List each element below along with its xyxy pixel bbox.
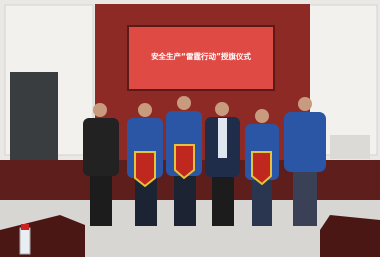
photo: 安全生产“雷霆行动”授旗仪式 (0, 0, 380, 257)
screen-title: 安全生产“雷霆行动”授旗仪式 (151, 51, 251, 61)
